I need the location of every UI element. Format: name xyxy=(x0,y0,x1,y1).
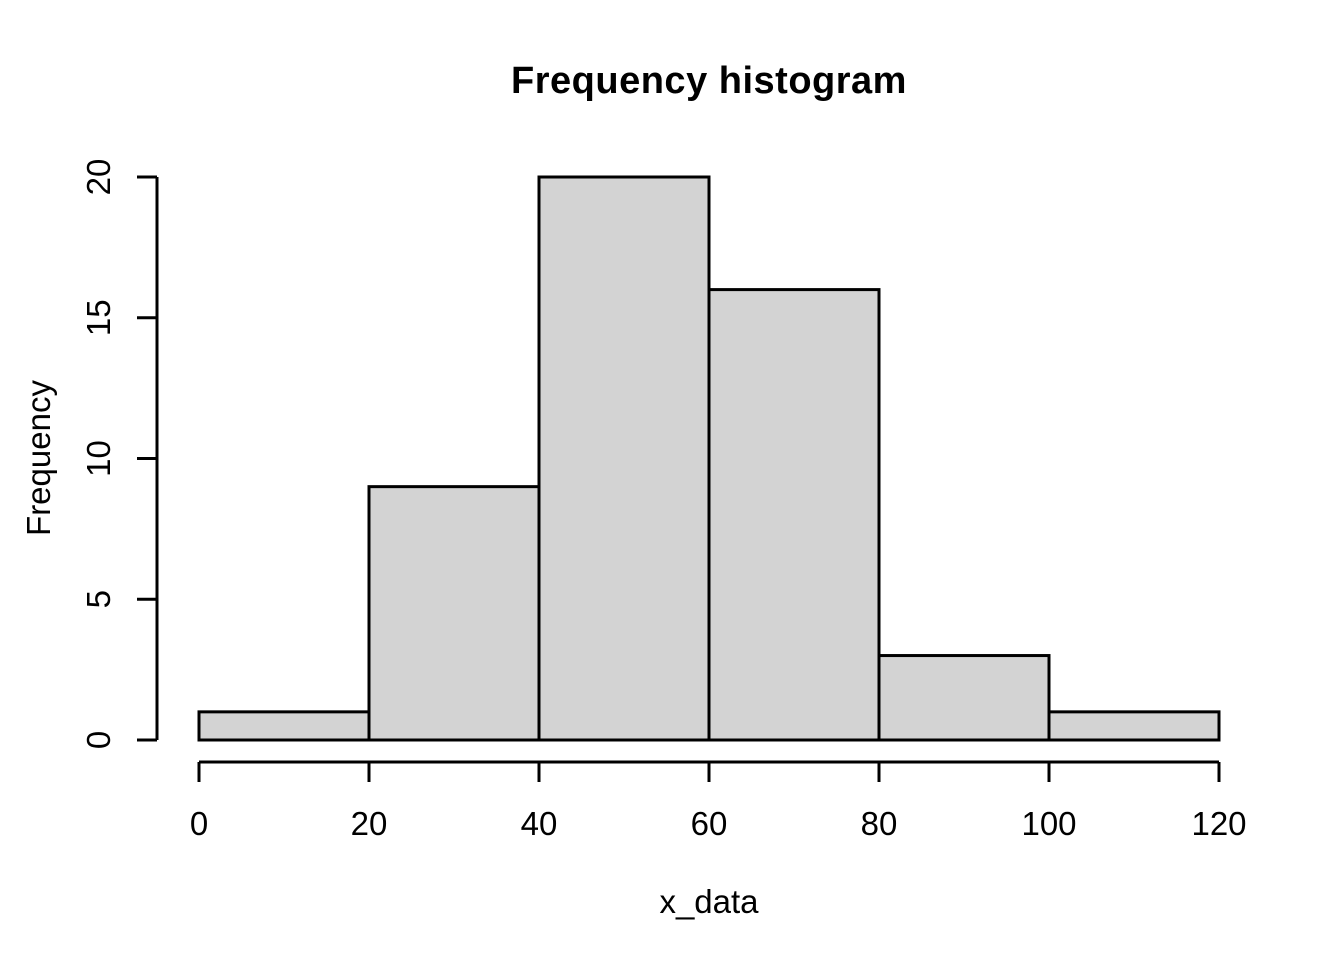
x-tick-label: 0 xyxy=(190,805,208,842)
y-axis-title: Frequency xyxy=(20,380,57,536)
histogram-bar xyxy=(537,175,711,742)
y-tick-label: 5 xyxy=(80,590,117,608)
y-tick-label: 15 xyxy=(80,299,117,336)
y-tick-label: 20 xyxy=(80,159,117,196)
x-tick-label: 100 xyxy=(1021,805,1076,842)
x-tick-label: 40 xyxy=(521,805,558,842)
histogram-bar xyxy=(197,710,371,742)
histogram-bar xyxy=(1047,710,1221,742)
histogram-bar xyxy=(367,485,541,742)
y-tick-label: 0 xyxy=(80,731,117,749)
x-tick-label: 120 xyxy=(1191,805,1246,842)
chart-title: Frequency histogram xyxy=(511,60,907,102)
histogram-bar xyxy=(707,288,881,742)
x-tick-label: 60 xyxy=(691,805,728,842)
y-tick-label: 10 xyxy=(80,440,117,477)
x-tick-label: 80 xyxy=(861,805,898,842)
x-axis-title: x_data xyxy=(659,883,759,920)
histogram-bar xyxy=(877,654,1051,742)
x-tick-label: 20 xyxy=(351,805,388,842)
